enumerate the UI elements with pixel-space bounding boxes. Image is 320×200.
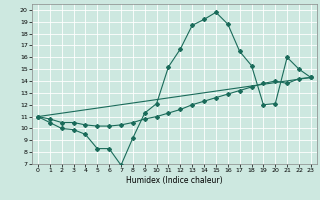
X-axis label: Humidex (Indice chaleur): Humidex (Indice chaleur) [126, 176, 223, 185]
